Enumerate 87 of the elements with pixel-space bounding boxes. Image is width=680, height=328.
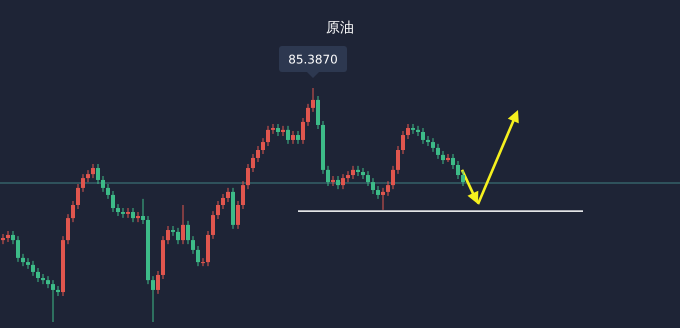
candlestick	[151, 276, 155, 322]
candlestick	[136, 212, 140, 223]
candlestick	[176, 227, 180, 245]
candlestick	[366, 170, 370, 187]
candlestick	[351, 165, 355, 180]
candlestick	[261, 138, 265, 154]
candlestick	[371, 178, 375, 194]
candlestick	[381, 187, 385, 210]
candlestick	[216, 200, 220, 220]
candlestick	[406, 124, 410, 140]
candlestick	[66, 214, 70, 245]
candlestick	[396, 146, 400, 174]
candlestick	[256, 146, 260, 162]
candlestick	[31, 260, 35, 276]
candlestick	[401, 130, 405, 154]
chart-title: 原油	[326, 20, 354, 36]
candlestick	[341, 174, 345, 190]
candlestick	[6, 230, 10, 242]
candlestick	[356, 165, 360, 176]
candlestick	[251, 153, 255, 173]
candlestick	[106, 183, 110, 200]
candlestick	[376, 186, 380, 200]
candlestick	[36, 267, 40, 282]
candlestick	[416, 125, 420, 136]
candlestick	[196, 245, 200, 267]
candlestick	[421, 128, 425, 144]
candlestick	[271, 124, 275, 134]
candlestick	[16, 236, 20, 262]
candlestick	[51, 280, 55, 322]
candlestick	[246, 164, 250, 190]
candlestick	[211, 210, 215, 240]
candlestick	[451, 153, 455, 170]
candlestick	[111, 190, 115, 213]
candlestick	[411, 124, 415, 134]
candlestick	[171, 226, 175, 236]
candlestick	[296, 130, 300, 144]
candlestick	[291, 130, 295, 144]
candlestick	[326, 165, 330, 187]
candlestick	[301, 117, 305, 144]
candlestick	[331, 175, 335, 187]
candlestick	[121, 208, 125, 218]
candlestick	[41, 274, 45, 285]
candlestick	[226, 187, 230, 202]
candlestick	[456, 160, 460, 180]
candlestick	[236, 200, 240, 230]
candlestick	[306, 103, 310, 126]
candlestick	[276, 124, 280, 136]
candlestick	[86, 170, 90, 183]
candlestick	[311, 88, 315, 112]
candlestick	[126, 208, 130, 218]
candlestick	[96, 164, 100, 184]
candlestick	[431, 138, 435, 152]
candlestick	[56, 285, 60, 297]
candlestick	[141, 198, 145, 224]
candlestick	[461, 170, 465, 187]
candlestick	[436, 143, 440, 160]
candlestick	[81, 174, 85, 192]
candlestick	[116, 204, 120, 216]
candlestick	[181, 204, 185, 245]
candlestick	[26, 258, 30, 270]
candlestick	[101, 175, 105, 192]
candlestick	[391, 165, 395, 190]
candlestick	[266, 125, 270, 147]
annotation: 85.3870	[288, 52, 338, 66]
candlestick	[131, 208, 135, 223]
candlestick	[1, 234, 5, 245]
candlestick	[281, 125, 285, 136]
price-label: 85.3870	[279, 46, 347, 78]
candlestick	[361, 168, 365, 180]
candlestick	[46, 276, 50, 289]
candlestick	[386, 180, 390, 196]
candlestick	[441, 150, 445, 165]
candlestick	[156, 270, 160, 294]
candlestick	[21, 253, 25, 267]
candlestick	[191, 236, 195, 254]
candlestick	[186, 220, 190, 245]
candlestick	[346, 170, 350, 183]
candlestick	[221, 194, 225, 210]
candlestick	[91, 164, 95, 179]
candlestick	[71, 200, 75, 223]
candlestick	[241, 180, 245, 210]
candlestick	[11, 230, 15, 245]
candlestick	[76, 183, 80, 210]
candlestick	[426, 135, 430, 147]
candlestick	[336, 175, 340, 190]
candlestick	[286, 125, 290, 144]
candlestick	[166, 226, 170, 245]
